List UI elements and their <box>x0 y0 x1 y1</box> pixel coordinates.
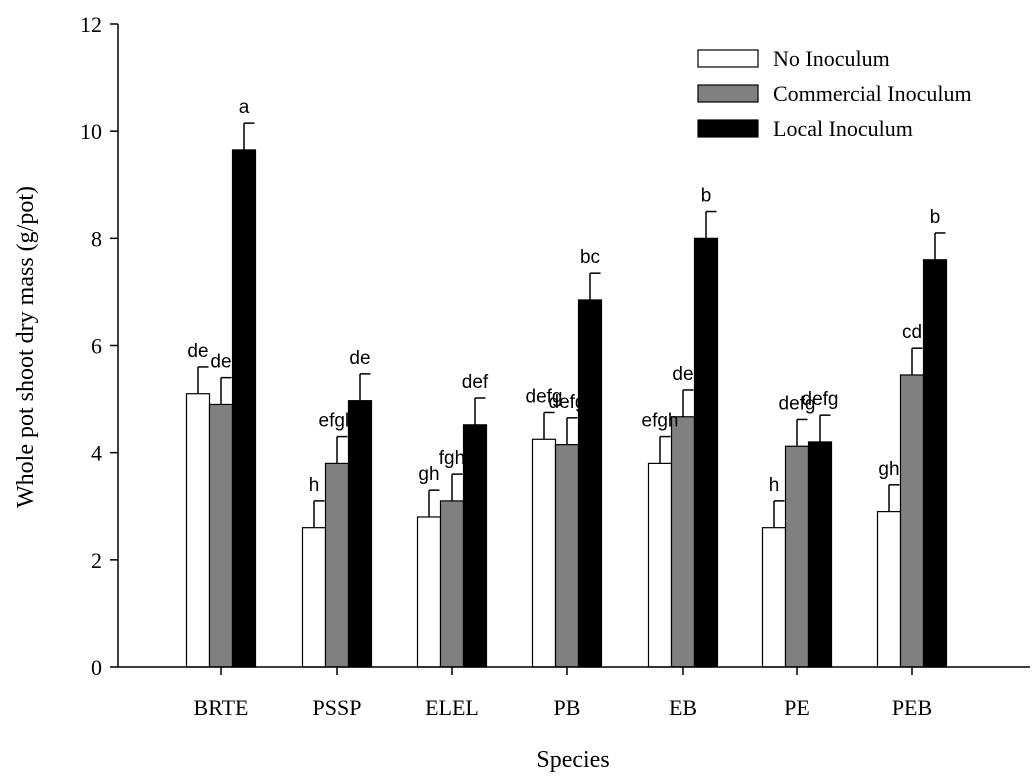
legend-label: Commercial Inoculum <box>773 81 972 106</box>
bar <box>784 445 810 668</box>
significance-label: def <box>462 372 489 393</box>
significance-label: defg <box>779 393 816 414</box>
significance-label: efgh <box>642 411 679 432</box>
y-tick-label: 0 <box>91 655 102 680</box>
significance-label: bc <box>580 247 600 268</box>
x-tick-label: PB <box>554 695 581 720</box>
bar <box>347 400 373 668</box>
significance-label: cd <box>902 322 922 343</box>
y-tick-label: 6 <box>91 334 102 359</box>
bar <box>185 393 211 668</box>
significance-label: gh <box>878 459 899 480</box>
significance-labels-group: dedeahefghdeghfghdefdefgdefgbcefghdebhde… <box>187 97 940 496</box>
bar <box>807 441 833 668</box>
significance-label: h <box>769 475 780 496</box>
bar <box>577 299 603 668</box>
significance-label: h <box>309 475 320 496</box>
x-tick-label: EB <box>669 695 697 720</box>
bar <box>899 374 925 668</box>
bar <box>670 416 696 668</box>
significance-label: fgh <box>439 448 465 469</box>
x-axis-title: Species <box>536 747 609 773</box>
bar <box>462 424 488 668</box>
significance-label: de <box>672 364 693 385</box>
legend-swatch <box>697 84 759 103</box>
significance-label: a <box>239 97 250 118</box>
x-tick-label: BRTE <box>194 695 249 720</box>
bars-group <box>185 149 948 668</box>
significance-label: efgh <box>319 411 356 432</box>
y-tick-label: 4 <box>91 441 102 466</box>
x-tick-label: PEB <box>892 695 932 720</box>
bar <box>231 149 257 668</box>
legend-swatch <box>697 49 759 68</box>
bar <box>324 462 350 668</box>
error-bars-group <box>197 122 946 528</box>
significance-label: gh <box>418 464 439 485</box>
significance-label: de <box>210 352 231 373</box>
y-tick-label: 2 <box>91 548 102 573</box>
x-tick-label: PE <box>784 695 810 720</box>
significance-label: defg <box>526 386 563 407</box>
bar <box>693 237 719 668</box>
y-tick-label: 10 <box>80 119 102 144</box>
legend-swatch <box>697 119 759 138</box>
y-axis-title: Whole pot shoot dry mass (g/pot) <box>13 186 39 508</box>
significance-label: de <box>187 341 208 362</box>
bar <box>416 516 442 668</box>
significance-label: defg <box>549 392 586 413</box>
legend: No Inoculum Commercial Inoculum Local Inoc… <box>697 46 972 141</box>
bar <box>647 462 673 668</box>
significance-label: defg <box>802 389 839 410</box>
x-tick-label: PSSP <box>313 695 362 720</box>
bar <box>761 527 787 668</box>
bar <box>301 527 327 668</box>
bar <box>554 444 580 668</box>
significance-label: b <box>930 207 941 228</box>
axes-group: 0 2 4 6 8 10 12 BRTE PSSP ELEL PB EB PE PEB <box>80 12 1030 720</box>
bar <box>531 438 557 668</box>
y-tick-label: 12 <box>80 12 102 37</box>
significance-label: b <box>701 186 712 207</box>
bar <box>439 500 465 668</box>
bar <box>876 511 902 668</box>
legend-label: No Inoculum <box>773 46 890 71</box>
bar <box>922 259 948 668</box>
x-tick-label: ELEL <box>425 695 479 720</box>
bar <box>208 403 234 668</box>
significance-label: de <box>349 348 370 369</box>
y-tick-label: 8 <box>91 226 102 251</box>
legend-label: Local Inoculum <box>773 116 913 141</box>
